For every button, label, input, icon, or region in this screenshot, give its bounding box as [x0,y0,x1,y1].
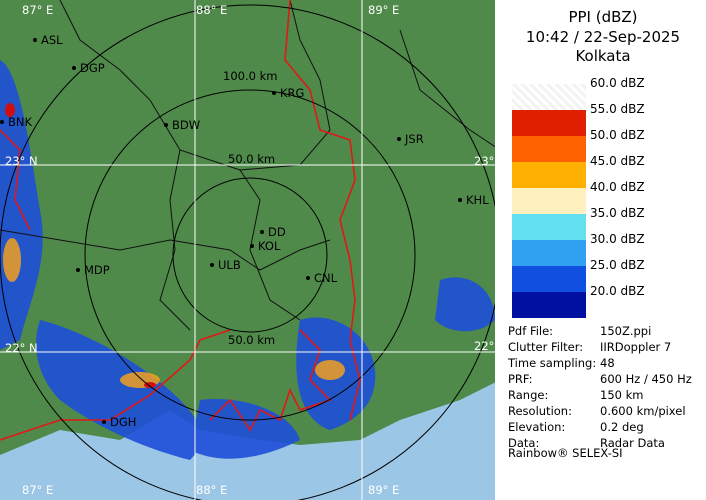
info-value: 0.2 deg [600,420,644,434]
legend-swatch [512,162,586,188]
place-label: DD [268,225,286,239]
place-dot [72,66,76,70]
legend-label: 60.0 dBZ [590,76,645,90]
site: Kolkata [575,47,631,65]
info-value: 0.600 km/pixel [600,404,686,418]
info-key: Data: [508,436,540,450]
info-key: Time sampling: [508,356,597,370]
grid-label: 23° N [474,154,500,168]
info-value: 600 Hz / 450 Hz [600,372,692,386]
place-label: DGP [80,61,105,75]
place-dot [306,276,310,280]
place-dot [397,137,401,141]
time: 10:42 / 22-Sep-2025 [525,28,681,46]
grid-label: 87° E [22,483,53,497]
grid-label: 22° N [5,341,38,355]
legend-label: 40.0 dBZ [590,180,645,194]
range-label: 100.0 km [223,69,277,83]
legend-swatch [512,84,586,110]
place-label: JSR [404,132,424,146]
place-label: BNK [8,115,32,129]
place-dot [260,230,264,234]
legend-label: 30.0 dBZ [590,232,645,246]
info-value: Radar Data [600,436,665,450]
info-key: Pdf File: [508,324,554,338]
place-label: CNL [314,271,338,285]
legend-label: 50.0 dBZ [590,128,645,142]
place-dot [33,38,37,42]
place-label: KOL [258,239,281,253]
place-dot [250,244,254,248]
place-label: ULB [218,258,241,272]
place-label: BDW [172,118,200,132]
info-value: 48 [600,356,615,370]
info-key: PRF: [508,372,533,386]
place-dot [458,198,462,202]
place-dot [164,123,168,127]
range-label: 50.0 km [228,152,275,166]
grid-label: 89° E [368,3,399,17]
place-dot [0,120,4,124]
info-key: Clutter Filter: [508,340,584,354]
legend-label: 20.0 dBZ [590,284,645,298]
place-dot [272,91,276,95]
legend-swatch [512,188,586,214]
footer: Rainbow® SELEX-SI [508,446,623,460]
legend-swatch [512,136,586,162]
legend-label: 25.0 dBZ [590,258,645,272]
info-value: 150 km [600,388,644,402]
legend-label: 45.0 dBZ [590,154,645,168]
legend-swatch [512,240,586,266]
info-key: Elevation: [508,420,566,434]
place-label: KRG [280,86,304,100]
legend-label: 55.0 dBZ [590,102,645,116]
place-dot [76,268,80,272]
info-key: Resolution: [508,404,572,418]
place-label: MDP [84,263,110,277]
grid-label: 87° E [22,3,53,17]
legend-swatch [512,266,586,292]
legend-label: 35.0 dBZ [590,206,645,220]
grid-label: 89° E [368,483,399,497]
info-panel: PPI (dBZ) 10:42 / 22-Sep-2025 Kolkata 60… [500,0,706,500]
grid-label: 88° E [196,483,227,497]
place-dot [102,420,106,424]
place-label: DGH [110,415,136,429]
info-value: IIRDoppler 7 [600,340,672,354]
place-label: KHL [466,193,489,207]
legend-swatch [512,110,586,136]
grid-label: 88° E [196,3,227,17]
grid-label: 23° N [5,154,38,168]
place-dot [210,263,214,267]
info-value: 150Z.ppi [600,324,652,338]
range-label: 50.0 km [228,333,275,347]
legend-swatch [512,292,586,318]
title: PPI (dBZ) [568,8,638,26]
place-label: ASL [41,33,63,47]
radar-map: 87° E 88° E 89° E 23° N 23° N 22° N 22° N 87° E… [0,0,500,500]
legend-swatch [512,214,586,240]
grid-label: 22° N [474,339,500,353]
info-key: Range: [508,388,549,402]
